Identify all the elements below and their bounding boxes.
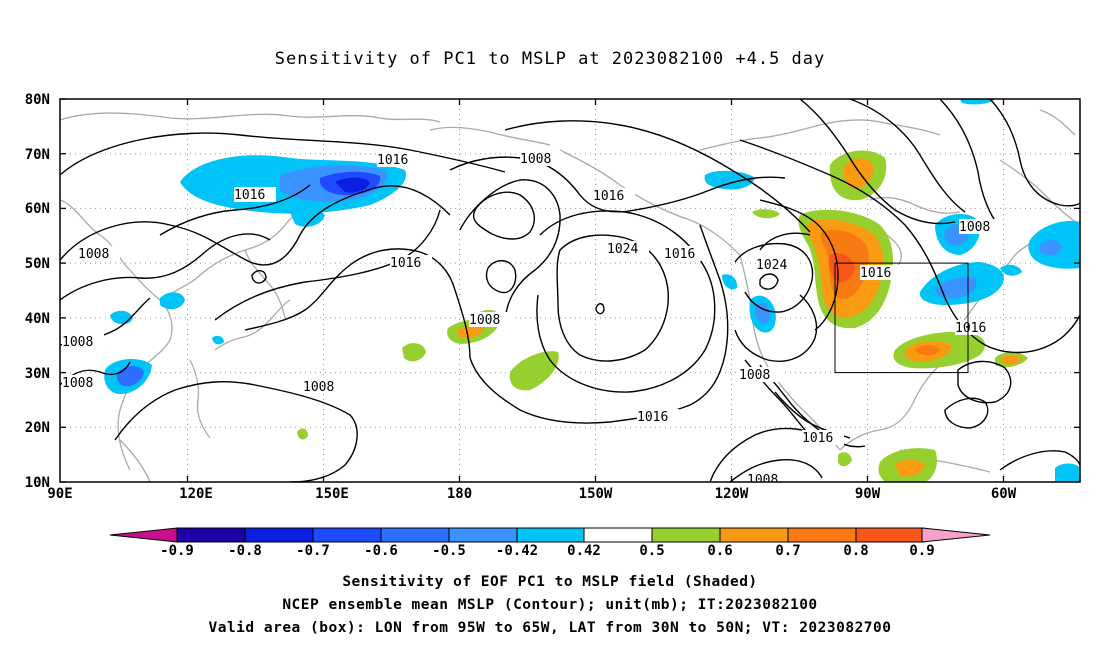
shade-neg-a3-core [116,366,144,387]
colorbar-box [651,527,721,543]
contour-label: 1008 [739,368,770,383]
lat-label: 10N [25,475,50,491]
lon-label: 150W [579,486,613,502]
lat-label: 30N [25,366,50,382]
contour-label: 1016 [955,321,986,336]
lon-label: 120W [715,486,749,502]
caption-line-3: Valid area (box): LON from 95W to 65W, L… [208,620,892,636]
contour-label: 1016 [377,153,408,168]
shade-neg-c2-core [935,277,977,299]
shade-pos-e3 [402,343,426,362]
colorbar-box [719,527,789,543]
colorbar-under-triangle [109,527,178,543]
map-frame [59,98,1081,483]
axis-ticks [60,98,1080,483]
contour-label: 1008 [747,473,778,488]
contour-label: 1008 [62,376,93,391]
shade-neg-c3-core [1040,240,1062,256]
shade-neg-a1 [160,292,185,310]
shade-pos-d6-core [895,459,925,477]
lat-label: 50N [25,256,50,272]
shade-pos-d3-core2 [829,253,855,283]
lon-label: 60W [991,486,1017,502]
shade-pos-d5-core [1002,355,1022,365]
contour-label: 1008 [959,220,990,235]
lon-label: 150E [315,486,349,502]
contour-label: 1016 [860,266,891,281]
contour-label: 1024 [756,258,787,273]
contour-label: 1016 [664,247,695,262]
colorbar-box [516,527,585,543]
shade-pos-e1-core [458,325,484,338]
colorbar-box [583,527,653,543]
contour-label: 1016 [637,410,668,425]
lon-label: 90E [47,486,72,502]
lat-label: 60N [25,201,50,217]
lat-label: 40N [25,311,50,327]
colorbar-box [448,527,518,543]
shade-neg-b2 [722,274,738,290]
colorbar-label: -0.5 [432,543,466,559]
contour-label: 1008 [78,247,109,262]
colorbar-box [244,527,314,543]
lat-labels: 80N 70N 60N 50N 40N 30N 20N 10N [25,92,50,491]
contour-label: 1016 [390,256,421,271]
colorbar-label: 0.8 [843,543,869,559]
shade-pos-d7 [838,452,852,467]
shade-pos-e5 [297,428,308,440]
shade-pos-e4 [509,351,559,391]
contour-label: 1024 [607,242,638,257]
contour-label: 1008 [62,335,93,350]
contour-label: 1016 [234,188,265,203]
contour-label: 1016 [593,189,624,204]
contour-labels: 1016 1016 1008 1016 1008 1008 1008 1008 … [62,151,1001,488]
shade-neg-c6 [1000,264,1022,276]
lat-label: 70N [25,147,50,163]
lon-labels: 90E 120E 150E 180 150W 120W 90W 60W [47,486,1016,502]
chart-title: Sensitivity of PC1 to MSLP at 2023082100… [274,49,826,69]
colorbar-label: -0.42 [495,543,539,559]
shade-neg-a4 [212,335,224,345]
contour-label: 1008 [303,380,334,395]
colorbar-label: 0.6 [707,543,733,559]
lat-label: 20N [25,420,50,436]
shade-neg-a2 [110,310,133,325]
colorbar-over-triangle [921,527,991,543]
shade-pos-d4-core2 [915,344,940,356]
caption-line-1: Sensitivity of EOF PC1 to MSLP field (Sh… [342,574,758,590]
contour-label: 1016 [802,431,833,446]
lon-label: 180 [447,486,472,502]
shade-neg-c4 [1055,463,1080,482]
colorbar-label: -0.6 [364,543,398,559]
colorbar-label: 0.42 [567,543,601,559]
lon-label: 90W [855,486,881,502]
colorbar-box [787,527,857,543]
contour-label: 1008 [520,152,551,167]
lon-label: 120E [179,486,213,502]
shade-neg-c5 [960,99,995,105]
shade-neg-b1 [704,170,755,190]
colorbar-box [855,527,925,543]
shade-neg-siberia-core3 [335,177,370,193]
shade-pos-d2 [752,209,780,219]
colorbar-label: -0.7 [296,543,330,559]
valid-area-box [834,262,969,374]
contour-label: 1008 [469,313,500,328]
colorbar-label: 0.7 [775,543,801,559]
lat-label: 80N [25,92,50,108]
shade-neg-sib2 [290,207,325,227]
colorbar-label: -0.9 [160,543,194,559]
caption-line-2: NCEP ensemble mean MSLP (Contour); unit(… [282,597,818,613]
colorbar-box [380,527,450,543]
colorbar-label: -0.8 [228,543,262,559]
colorbar-label: 0.5 [639,543,665,559]
shade-neg-b3-core [755,302,770,324]
colorbar-box [176,527,246,543]
colorbar-box [312,527,382,543]
colorbar [109,527,991,543]
colorbar-label: 0.9 [909,543,935,559]
shaded-sensitivity [104,99,1080,482]
